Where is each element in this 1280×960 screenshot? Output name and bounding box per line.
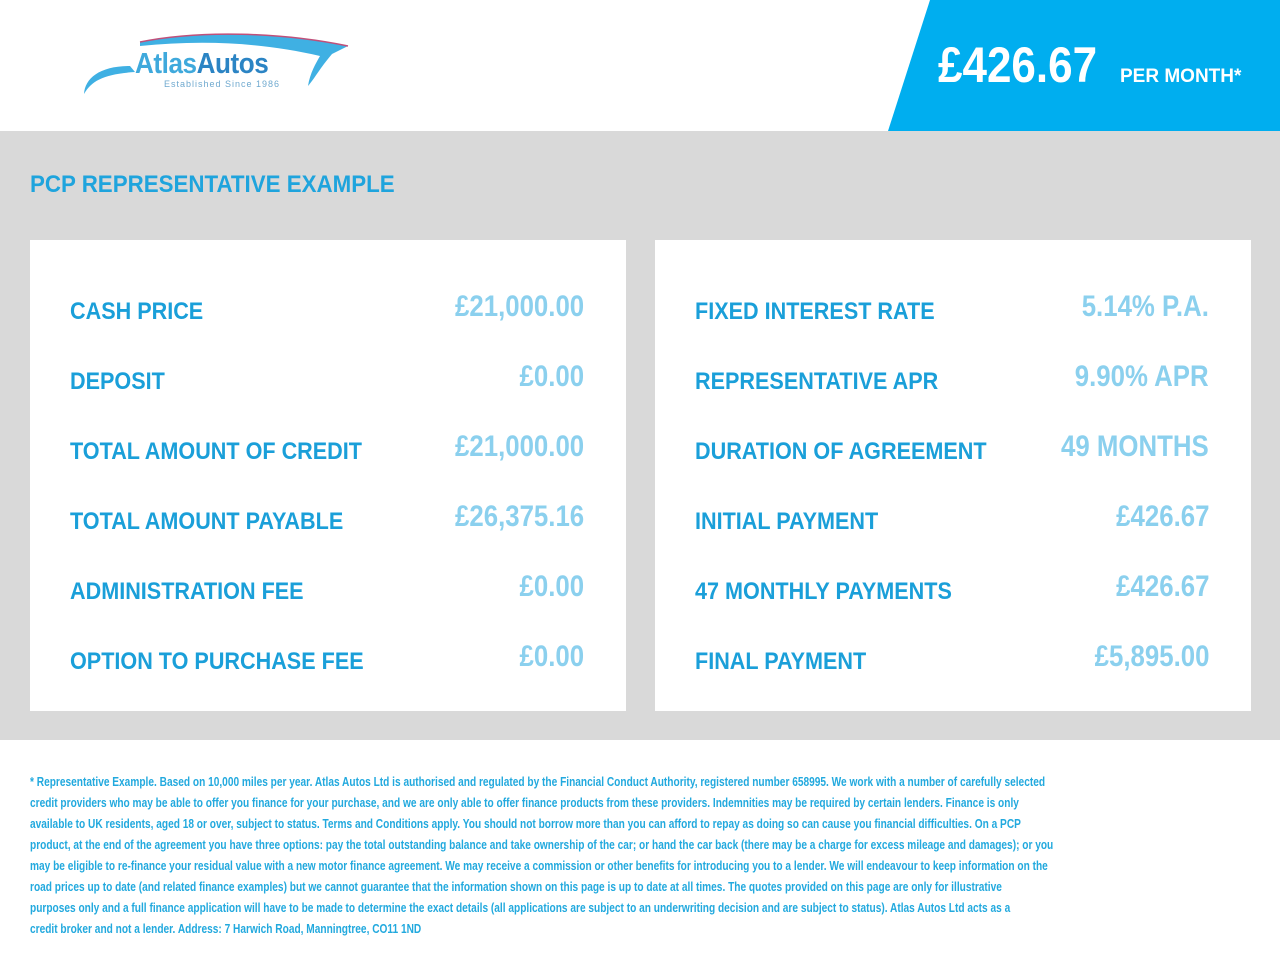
finance-row: OPTION TO PURCHASE FEE £0.00 <box>70 640 584 680</box>
finance-value: £26,375.16 <box>454 500 584 533</box>
finance-value: 49 MONTHS <box>1061 430 1209 463</box>
finance-row: ADMINISTRATION FEE £0.00 <box>70 570 584 610</box>
finance-value: 5.14% P.A. <box>1081 290 1209 323</box>
monthly-price: £426.67 <box>938 37 1098 93</box>
finance-row: INITIAL PAYMENT £426.67 <box>695 500 1209 540</box>
finance-label: INITIAL PAYMENT <box>695 508 879 535</box>
finance-value: £5,895.00 <box>1094 640 1209 673</box>
finance-label: 47 MONTHLY PAYMENTS <box>695 578 952 605</box>
finance-label: DURATION OF AGREEMENT <box>695 438 987 465</box>
disclaimer-line: credit providers who may be able to offe… <box>30 795 1019 810</box>
per-month-label: PER MONTH* <box>1120 66 1242 87</box>
finance-panel-right: FIXED INTEREST RATE 5.14% P.A. REPRESENTAT… <box>655 240 1251 711</box>
disclaimer: * Representative Example. Based on 10,00… <box>30 771 1280 939</box>
finance-row: DURATION OF AGREEMENT 49 MONTHS <box>695 430 1209 470</box>
finance-row: CASH PRICE £21,000.00 <box>70 290 584 330</box>
finance-label: FIXED INTEREST RATE <box>695 298 935 325</box>
finance-row: FINAL PAYMENT £5,895.00 <box>695 640 1209 680</box>
finance-row: TOTAL AMOUNT PAYABLE £26,375.16 <box>70 500 584 540</box>
logo-name-part1: Atlas <box>135 48 197 80</box>
header: AtlasAutos Established Since 1986 £426.6… <box>0 0 1280 131</box>
finance-label: CASH PRICE <box>70 298 204 325</box>
disclaimer-line: purposes only and a full finance applica… <box>30 900 1011 915</box>
disclaimer-line: may be eligible to re-finance your resid… <box>30 858 1048 873</box>
finance-label: ADMINISTRATION FEE <box>70 578 304 605</box>
finance-value: 9.90% APR <box>1075 360 1209 393</box>
atlas-autos-logo[interactable]: AtlasAutos Established Since 1986 <box>80 28 355 103</box>
finance-label: OPTION TO PURCHASE FEE <box>70 648 364 675</box>
finance-row: TOTAL AMOUNT OF CREDIT £21,000.00 <box>70 430 584 470</box>
disclaimer-line: available to UK residents, aged 18 or ov… <box>30 816 1021 831</box>
finance-row: REPRESENTATIVE APR 9.90% APR <box>695 360 1209 400</box>
finance-label: TOTAL AMOUNT PAYABLE <box>70 508 344 535</box>
finance-label: FINAL PAYMENT <box>695 648 867 675</box>
finance-value: £426.67 <box>1115 570 1209 603</box>
finance-value: £21,000.00 <box>454 430 584 463</box>
finance-value: £0.00 <box>519 570 584 603</box>
price-banner <box>888 0 1280 131</box>
finance-row: 47 MONTHLY PAYMENTS £426.67 <box>695 570 1209 610</box>
finance-value: £426.67 <box>1115 500 1209 533</box>
car-swoosh-icon <box>84 33 349 94</box>
finance-row: FIXED INTEREST RATE 5.14% P.A. <box>695 290 1209 330</box>
disclaimer-line: road prices up to date (and related fina… <box>30 879 1002 894</box>
finance-row: DEPOSIT £0.00 <box>70 360 584 400</box>
finance-label: DEPOSIT <box>70 368 165 395</box>
logo-tagline: Established Since 1986 <box>164 79 281 89</box>
section-title: PCP REPRESENTATIVE EXAMPLE <box>30 171 395 198</box>
finance-label: TOTAL AMOUNT OF CREDIT <box>70 438 362 465</box>
finance-value: £0.00 <box>519 640 584 673</box>
disclaimer-line: * Representative Example. Based on 10,00… <box>30 774 1046 789</box>
disclaimer-line: product, at the end of the agreement you… <box>30 837 1054 852</box>
finance-value: £0.00 <box>519 360 584 393</box>
finance-label: REPRESENTATIVE APR <box>695 368 939 395</box>
finance-value: £21,000.00 <box>454 290 584 323</box>
disclaimer-line: credit broker and not a lender. Address:… <box>30 921 422 936</box>
logo-name-part2: Autos <box>196 48 269 80</box>
logo-name: AtlasAutos <box>135 48 269 81</box>
finance-panel-left: CASH PRICE £21,000.00 DEPOSIT £0.00 TOTAL AM… <box>30 240 626 711</box>
